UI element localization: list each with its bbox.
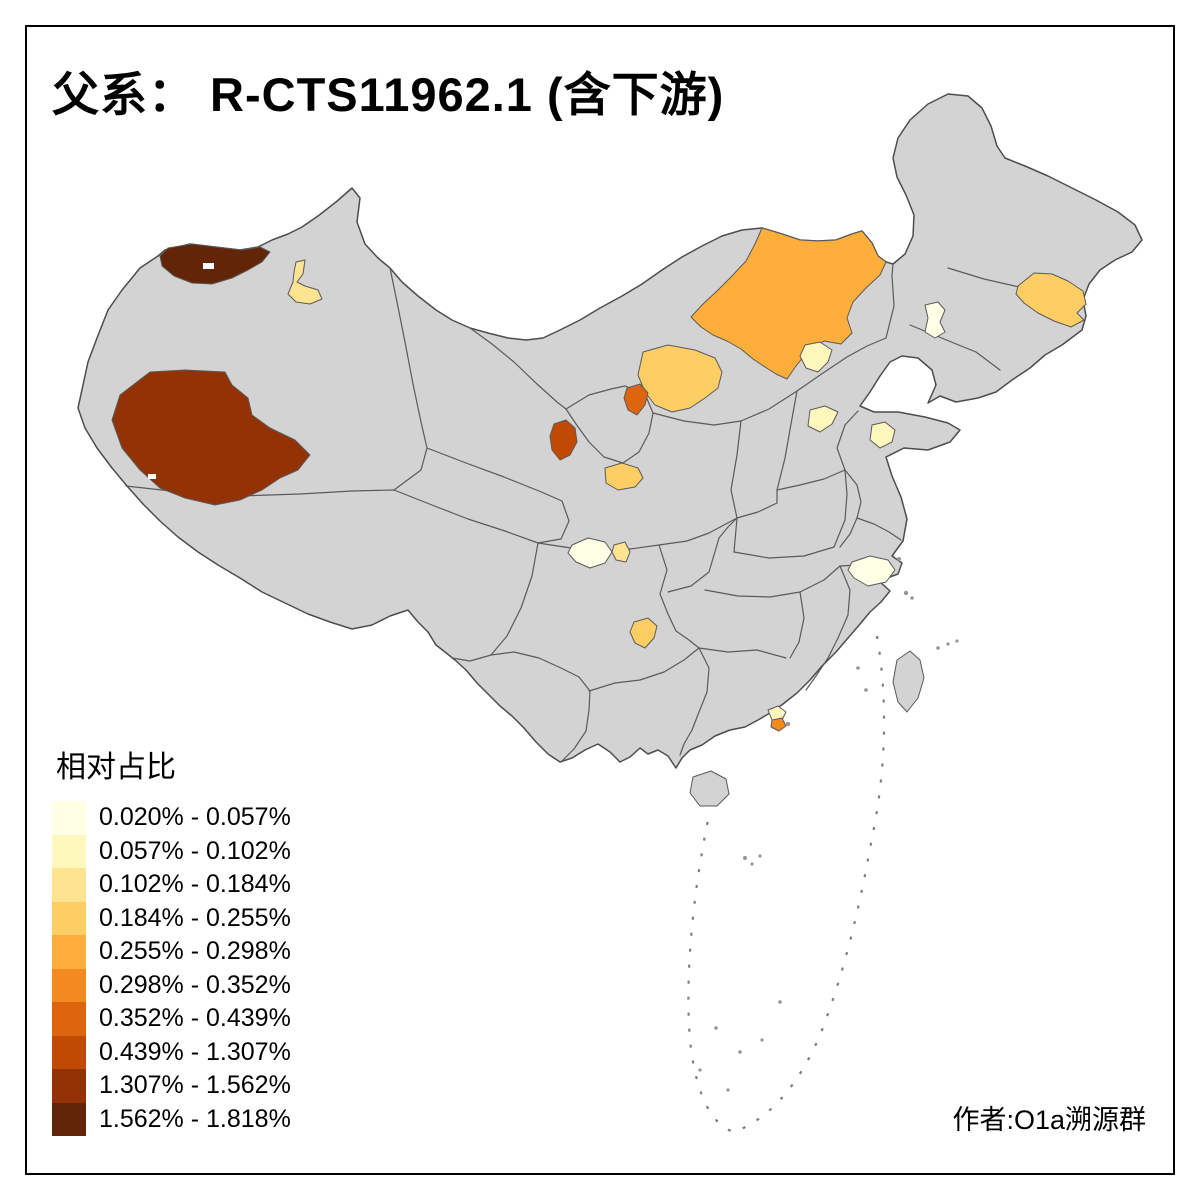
legend-row: 0.057% - 0.102% (52, 834, 291, 868)
map-region-east-of-chengdu (611, 541, 631, 563)
map-region-central-xinjiang (287, 259, 323, 305)
island-dot (910, 596, 914, 600)
island-dot (778, 1000, 782, 1004)
island-dot (897, 557, 901, 561)
island-dot (903, 590, 909, 596)
legend-entries: 0.020% - 0.057% 0.057% - 0.102% 0.102% - 0… (52, 801, 291, 1136)
map-region-beijing (799, 341, 833, 373)
legend-label: 0.057% - 0.102% (99, 836, 291, 865)
legend-row: 0.439% - 1.307% (52, 1035, 291, 1069)
taiwan-island (892, 650, 925, 713)
legend-label: 0.184% - 0.255% (99, 903, 291, 932)
map-region-southwest-xinjiang (111, 369, 311, 506)
islands (689, 557, 959, 1092)
legend-label: 0.439% - 1.307% (99, 1037, 291, 1066)
legend-label: 0.298% - 0.352% (99, 970, 291, 999)
island-dot (785, 721, 791, 727)
map-region-north-ningxia (623, 383, 649, 416)
legend-label: 0.020% - 0.057% (99, 803, 291, 832)
island-dot (750, 862, 754, 866)
legend-row: 0.020% - 0.057% (52, 801, 291, 835)
island-dot (864, 688, 868, 692)
map-region-north-guizhou (629, 617, 658, 649)
map-region-north-zhejiang (847, 555, 896, 587)
island-dot (726, 1088, 730, 1092)
legend-swatch (52, 834, 86, 868)
legend-swatch (52, 935, 86, 969)
legend-label: 0.352% - 0.439% (99, 1004, 291, 1033)
island-dot (714, 1026, 718, 1030)
legend-label: 1.307% - 1.562% (99, 1071, 291, 1100)
legend-row: 0.184% - 0.255% (52, 901, 291, 935)
map-region-east-jilin (1015, 272, 1087, 328)
legend-swatch (52, 801, 86, 835)
attribution-text: 作者:O1a溯源群 (952, 1105, 1146, 1135)
map-region-pearl-delta-west (767, 705, 787, 721)
plot-frame (25, 25, 1175, 1175)
map-region-pearl-delta-east (770, 717, 787, 732)
hainan-island (689, 770, 730, 807)
map-region-east-shandong (869, 421, 896, 449)
page-title: 父系： R-CTS11962.1 (含下游) (52, 68, 725, 121)
legend-swatch (52, 901, 86, 935)
island-dot (698, 1068, 702, 1072)
legend-label: 1.562% - 1.818% (99, 1104, 291, 1133)
map-region-northwest-xinjiang-border (159, 243, 271, 285)
lake-hole (148, 474, 156, 479)
island-dot (758, 854, 762, 858)
island-dot (738, 1050, 742, 1054)
island-dot (946, 642, 950, 646)
map-region-lanzhou-area (604, 462, 644, 491)
legend-swatch (52, 1069, 86, 1103)
island-dot (760, 1038, 764, 1042)
legend-swatch (52, 868, 86, 902)
lake-hole (203, 263, 214, 269)
legend-swatch (52, 1002, 86, 1036)
island-dot (936, 646, 940, 650)
island-dot (955, 639, 959, 643)
legend-row: 1.307% - 1.562% (52, 1069, 291, 1103)
colored-regions (111, 227, 1087, 732)
legend-title: 相对占比 (56, 751, 176, 784)
legend-swatch (52, 1035, 86, 1069)
legend-swatch (52, 1102, 86, 1136)
legend: 相对占比 0.020% - 0.057% 0.057% - 0.102% 0.102… (52, 742, 291, 1136)
island-dot (743, 856, 747, 860)
map-region-west-shandong (807, 405, 839, 433)
map-region-central-gansu (549, 419, 578, 461)
province-borders (125, 263, 1049, 762)
legend-row: 1.562% - 1.818% (52, 1102, 291, 1136)
island-dot (856, 666, 860, 670)
map-region-chengdu-area (567, 537, 613, 569)
map-region-central-liaoning (924, 301, 946, 339)
legend-row: 0.102% - 0.184% (52, 868, 291, 902)
legend-swatch (52, 968, 86, 1002)
legend-row: 0.352% - 0.439% (52, 1002, 291, 1036)
legend-label: 0.255% - 0.298% (99, 937, 291, 966)
legend-label: 0.102% - 0.184% (99, 870, 291, 899)
legend-row: 0.298% - 0.352% (52, 968, 291, 1002)
legend-row: 0.255% - 0.298% (52, 935, 291, 969)
